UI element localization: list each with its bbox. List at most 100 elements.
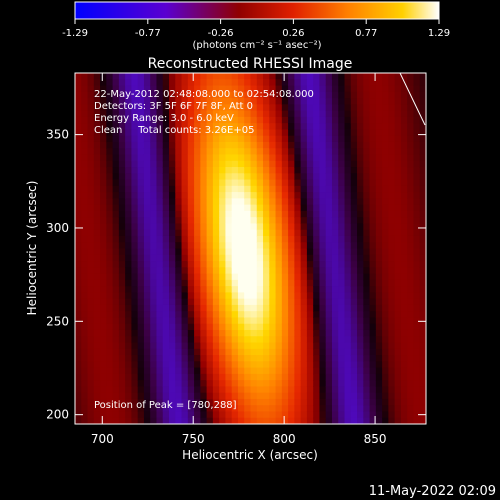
- heatmap-cell: [388, 185, 396, 193]
- heatmap-cell: [363, 185, 371, 193]
- heatmap-cell: [256, 91, 264, 99]
- heatmap-cell: [275, 348, 283, 356]
- heatmap-cell: [363, 386, 371, 394]
- heatmap-cell: [118, 248, 126, 256]
- heatmap-cell: [81, 223, 89, 231]
- heatmap-cell: [281, 355, 289, 362]
- heatmap-cell: [112, 85, 120, 93]
- heatmap-cell: [338, 235, 346, 243]
- heatmap-cell: [394, 154, 402, 162]
- heatmap-cell: [81, 405, 89, 413]
- heatmap-cell: [382, 348, 389, 356]
- heatmap-cell: [306, 254, 314, 262]
- heatmap-cell: [369, 417, 377, 424]
- heatmap-cell: [200, 91, 208, 99]
- heatmap-cell: [375, 129, 383, 137]
- heatmap-cell: [93, 386, 101, 394]
- heatmap-cell: [306, 179, 314, 187]
- heatmap-cell: [382, 311, 389, 319]
- heatmap-cell: [106, 405, 114, 413]
- heatmap-cell: [225, 355, 233, 362]
- heatmap-cell: [75, 229, 82, 237]
- heatmap-cell: [288, 242, 295, 250]
- heatmap-cell: [219, 135, 227, 143]
- heatmap-cell: [137, 135, 145, 143]
- heatmap-cell: [87, 286, 95, 293]
- heatmap-cell: [137, 279, 145, 287]
- annotation-energy-range: Energy Range: 3.0 - 6.0 keV: [94, 113, 234, 124]
- heatmap-cell: [87, 336, 95, 344]
- heatmap-cell: [175, 185, 183, 193]
- heatmap-cell: [344, 91, 352, 99]
- heatmap-cell: [306, 392, 314, 400]
- heatmap-cell: [150, 361, 158, 369]
- heatmap-cell: [237, 267, 245, 275]
- heatmap-cell: [212, 135, 220, 143]
- heatmap-cell: [93, 229, 101, 237]
- heatmap-cell: [375, 411, 383, 419]
- heatmap-cell: [375, 242, 383, 250]
- heatmap-cell: [100, 85, 107, 93]
- heatmap-cell: [363, 204, 371, 212]
- heatmap-cell: [357, 392, 364, 400]
- heatmap-cell: [162, 73, 170, 80]
- heatmap-cell: [400, 148, 408, 156]
- heatmap-cell: [244, 173, 252, 181]
- heatmap-cell: [212, 98, 220, 105]
- heatmap-cell: [106, 98, 114, 105]
- heatmap-cell: [394, 91, 402, 99]
- heatmap-cell: [281, 361, 289, 369]
- heatmap-cell: [300, 85, 308, 93]
- heatmap-cell: [363, 304, 371, 312]
- heatmap-cell: [131, 91, 139, 99]
- heatmap-cell: [388, 129, 396, 137]
- heatmap-cell: [93, 373, 101, 381]
- heatmap-cell: [357, 98, 364, 105]
- heatmap-cell: [250, 373, 258, 381]
- heatmap-cell: [281, 160, 289, 168]
- heatmap-cell: [200, 160, 208, 168]
- heatmap-cell: [357, 235, 364, 243]
- heatmap-cell: [125, 79, 133, 87]
- heatmap-cell: [212, 336, 220, 344]
- heatmap-cell: [237, 286, 245, 293]
- heatmap-cell: [162, 304, 170, 312]
- heatmap-cell: [288, 304, 295, 312]
- heatmap-cell: [375, 317, 383, 325]
- heatmap-cell: [306, 329, 314, 337]
- heatmap-cell: [175, 267, 183, 275]
- heatmap-cell: [81, 304, 89, 312]
- heatmap-cell: [225, 304, 233, 312]
- heatmap-cell: [169, 336, 176, 344]
- heatmap-cell: [81, 192, 89, 199]
- heatmap-cell: [331, 110, 339, 118]
- heatmap-cell: [231, 411, 239, 419]
- heatmap-cell: [263, 242, 270, 250]
- heatmap-cell: [331, 417, 339, 424]
- heatmap-cell: [382, 405, 389, 413]
- heatmap-cell: [100, 79, 107, 87]
- heatmap-cell: [344, 223, 352, 231]
- heatmap-cell: [137, 405, 145, 413]
- heatmap-cell: [394, 417, 402, 424]
- heatmap-cell: [394, 73, 402, 80]
- heatmap-cell: [407, 398, 415, 406]
- heatmap-cell: [413, 123, 421, 131]
- heatmap-cell: [256, 141, 264, 149]
- heatmap-cell: [294, 405, 302, 413]
- heatmap-cell: [81, 342, 89, 350]
- heatmap-cell: [357, 279, 364, 287]
- heatmap-cell: [300, 317, 308, 325]
- heatmap-cell: [382, 148, 389, 156]
- heatmap-cell: [325, 248, 333, 256]
- heatmap-cell: [269, 123, 277, 131]
- heatmap-cell: [237, 198, 245, 206]
- heatmap-cell: [125, 398, 133, 406]
- heatmap-cell: [350, 417, 358, 424]
- heatmap-cell: [81, 116, 89, 124]
- heatmap-cell: [407, 160, 415, 168]
- heatmap-cell: [256, 311, 264, 319]
- heatmap-cell: [300, 129, 308, 137]
- heatmap-cell: [369, 311, 377, 319]
- heatmap-cell: [225, 198, 233, 206]
